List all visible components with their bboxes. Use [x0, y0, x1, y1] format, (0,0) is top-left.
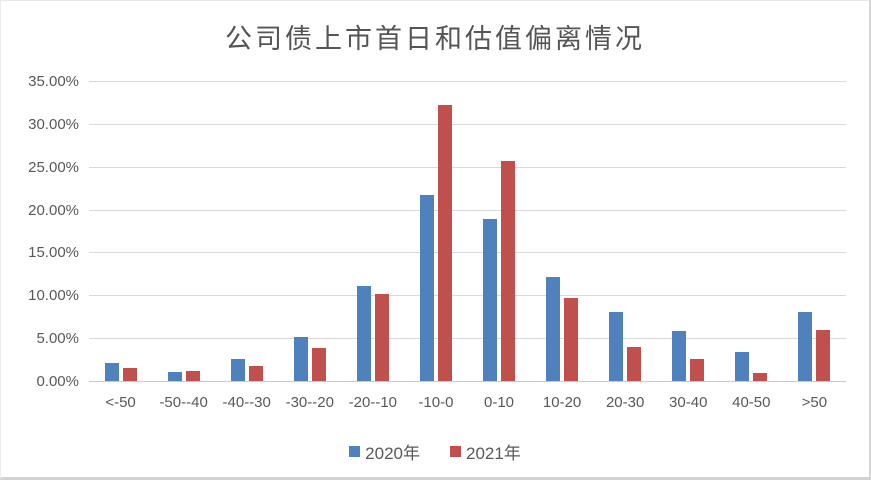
bar-2020-8[interactable]	[609, 312, 624, 381]
gridline	[89, 166, 846, 168]
gridline	[89, 295, 846, 297]
y-axis-tick-label: 0.00%	[36, 373, 79, 390]
bar-group	[341, 81, 404, 381]
bar-group	[89, 81, 152, 381]
legend-label: 2020年	[365, 444, 420, 463]
bar-2020-5[interactable]	[419, 195, 434, 381]
plot-area	[89, 81, 846, 382]
bar-2021-9[interactable]	[690, 358, 705, 381]
bar-2020-9[interactable]	[672, 331, 687, 381]
legend-item-2020[interactable]: 2020年	[349, 439, 420, 464]
x-axis-category-label: 40-50	[732, 394, 771, 411]
x-axis-category-label: 0-10	[483, 394, 515, 411]
bar-2020-4[interactable]	[356, 285, 371, 381]
bar-2020-6[interactable]	[483, 219, 497, 381]
bar-2021-7[interactable]	[564, 297, 579, 381]
y-axis-tick-label: 20.00%	[28, 201, 79, 219]
bar-2021-3[interactable]	[311, 348, 326, 381]
bar-group	[720, 81, 783, 381]
y-axis-tick-label: 5.00%	[36, 330, 79, 348]
bar-group	[594, 81, 657, 381]
bar-2021-10[interactable]	[753, 373, 768, 381]
bar-groups	[89, 81, 846, 381]
bar-2020-2[interactable]	[230, 358, 245, 381]
gridline	[89, 209, 846, 211]
bar-2020-7[interactable]	[546, 277, 561, 381]
y-axis-tick-label: 30.00%	[28, 115, 79, 133]
gridline	[89, 81, 846, 82]
bar-group	[278, 81, 341, 381]
x-axis: <-50 -50--40 -40--30 -30--20 -20--10 -10-0 0-1…	[89, 394, 846, 411]
bar-2021-5[interactable]	[437, 105, 452, 381]
y-axis-tick-label: 35.00%	[28, 73, 79, 90]
y-axis-tick-label: 15.00%	[28, 244, 79, 262]
x-axis-category-label: -10-0	[418, 394, 454, 411]
legend-swatch-icon	[349, 446, 361, 457]
legend: 2020年 2021年	[1, 439, 869, 464]
x-axis-category-label: 30-40	[669, 394, 708, 411]
x-axis-category-label: 20-30	[605, 394, 645, 411]
y-axis-tick-label: 25.00%	[28, 158, 79, 176]
y-axis: 0.00% 5.00% 10.00% 15.00% 20.00% 25.00% 30.00%…	[1, 1, 79, 477]
x-axis-category-label: -30--20	[285, 394, 334, 411]
bar-2021-11[interactable]	[816, 330, 831, 381]
legend-label: 2021年	[466, 444, 521, 463]
legend-item-2021[interactable]: 2021年	[450, 439, 521, 464]
bar-2021-1[interactable]	[185, 370, 200, 381]
x-axis-category-label: 10-20	[542, 394, 582, 411]
legend-swatch-icon	[450, 446, 461, 457]
x-axis-category-label: -50--40	[159, 394, 208, 411]
bar-group	[657, 81, 720, 381]
gridline	[89, 252, 846, 254]
bar-group	[531, 81, 594, 381]
gridline	[89, 123, 846, 125]
x-axis-category-label: -40--30	[222, 394, 271, 411]
bar-2021-4[interactable]	[374, 293, 389, 381]
bar-group	[467, 81, 530, 381]
bar-2021-8[interactable]	[627, 346, 642, 381]
x-axis-category-label: >50	[801, 394, 828, 411]
bar-2020-10[interactable]	[735, 351, 750, 381]
bar-2020-3[interactable]	[293, 337, 308, 381]
x-axis-category-label: -20--10	[348, 394, 398, 411]
bar-2020-1[interactable]	[167, 372, 182, 381]
x-axis-line	[89, 381, 846, 382]
chart-title: 公司债上市首日和估值偏离情况	[225, 24, 645, 55]
x-axis-category-label: <-50	[105, 394, 136, 411]
bar-group	[152, 81, 215, 381]
bar-2021-0[interactable]	[122, 368, 137, 381]
bar-2021-6[interactable]	[501, 160, 515, 381]
bar-group	[783, 81, 846, 381]
bar-2020-0[interactable]	[104, 363, 119, 381]
bar-2021-2[interactable]	[248, 366, 263, 381]
bar-group	[215, 81, 278, 381]
bar-2020-11[interactable]	[798, 312, 813, 381]
gridline	[89, 338, 846, 340]
bar-group	[404, 81, 467, 381]
y-axis-tick-label: 10.00%	[28, 287, 79, 305]
